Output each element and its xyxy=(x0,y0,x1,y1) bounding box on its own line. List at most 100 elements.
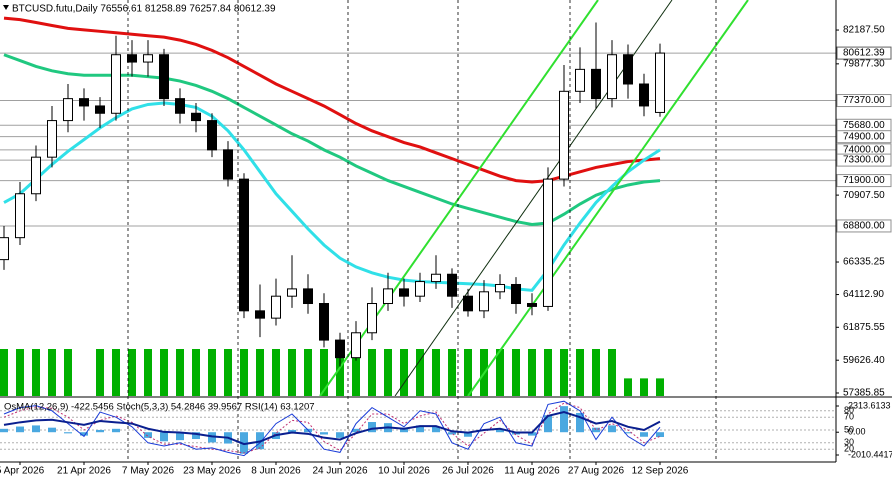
level-label: 75680.00 xyxy=(843,120,885,131)
osma-bar xyxy=(448,432,456,435)
osma-bar xyxy=(64,432,72,434)
candle-body xyxy=(415,281,425,297)
x-tick-label: 10 Jul 2026 xyxy=(378,466,430,477)
y-tick-label: 79877.30 xyxy=(843,58,885,69)
osma-bar xyxy=(80,432,88,436)
volume-bar xyxy=(352,349,360,396)
osma-bar xyxy=(576,412,584,433)
level-label-box xyxy=(836,94,892,108)
osma-bar xyxy=(416,425,424,433)
candle-body xyxy=(463,295,473,312)
volume-bar xyxy=(560,349,568,396)
volume-bar xyxy=(336,349,344,396)
volume-bar xyxy=(608,349,616,396)
volume-bar xyxy=(640,378,648,396)
volume-bar xyxy=(368,349,376,396)
x-tick-label: 11 Aug 2026 xyxy=(504,466,560,477)
x-tick-label: 5 Apr 2026 xyxy=(0,466,45,477)
x-tick-label: 8 Jun 2026 xyxy=(251,466,301,477)
candle-body xyxy=(127,54,137,63)
osma-bar xyxy=(16,426,24,433)
volume-bar xyxy=(320,349,328,396)
candle-body xyxy=(559,90,569,180)
volume-bar xyxy=(592,349,600,396)
y-tick-label: 57385.85 xyxy=(843,388,885,399)
candle-body xyxy=(159,54,169,100)
x-tick-label: 27 Aug 2026 xyxy=(568,466,625,477)
candle-body xyxy=(143,54,153,63)
candle-body xyxy=(655,52,665,113)
stoch-main-line xyxy=(3,400,661,457)
osma-bar xyxy=(544,415,552,433)
volume-bar xyxy=(384,349,392,396)
candle-body xyxy=(47,120,57,158)
candle-body xyxy=(239,178,249,312)
candle-body xyxy=(0,237,9,261)
candle-body xyxy=(79,98,89,107)
volume-bar xyxy=(400,349,408,396)
osma-bar xyxy=(640,432,648,437)
level-label: 68800.00 xyxy=(843,221,885,232)
trend-line xyxy=(467,0,749,396)
volume-bar xyxy=(512,349,520,396)
candle-body xyxy=(543,178,553,307)
volume-bar xyxy=(272,349,280,396)
volume-bar xyxy=(256,349,264,396)
y-tick-label: 82187.50 xyxy=(843,25,885,36)
volume-bar xyxy=(224,349,232,396)
volume-bar xyxy=(576,349,584,396)
volume-bar xyxy=(0,349,8,396)
osma-tick-label: 0.00 xyxy=(848,427,866,437)
volume-bar xyxy=(192,349,200,396)
level-label: 74900.00 xyxy=(843,131,885,142)
volume-bar xyxy=(304,349,312,396)
candle-body xyxy=(447,273,457,297)
osma-bar xyxy=(48,427,56,433)
level-label-box xyxy=(836,153,892,167)
volume-bar xyxy=(144,349,152,396)
osma-bar xyxy=(32,425,40,433)
y-tick-label: 59626.40 xyxy=(843,355,885,366)
candle-body xyxy=(511,283,521,305)
osma-bar xyxy=(320,432,328,435)
candle-body xyxy=(287,288,297,297)
level-label: 73300.00 xyxy=(843,155,885,166)
candle-body xyxy=(431,273,441,283)
candle-body xyxy=(31,156,41,195)
osma-bar xyxy=(0,428,8,433)
candle-body xyxy=(607,54,617,100)
candle-body xyxy=(479,291,489,312)
osma-bar xyxy=(176,432,184,441)
chart-title: BTCUSD.futu,Daily 76556.61 81258.89 7625… xyxy=(12,4,276,15)
osma-bar xyxy=(192,432,200,440)
x-tick-label: 7 May 2026 xyxy=(122,466,175,477)
trend-line xyxy=(319,0,599,396)
osma-bar xyxy=(240,432,248,454)
candle-body xyxy=(383,288,393,305)
volume-bar xyxy=(240,349,248,396)
last-price-label: 80612.39 xyxy=(843,48,885,59)
y-tick-label: 66335.25 xyxy=(843,257,885,268)
volume-bar xyxy=(288,349,296,396)
y-tick-label: 61875.55 xyxy=(843,322,885,333)
volume-bar xyxy=(448,349,456,396)
x-tick-label: 21 Apr 2026 xyxy=(57,466,111,477)
x-tick-label: 23 May 2026 xyxy=(183,466,241,477)
candle-body xyxy=(303,288,313,305)
oscillator-tick-label: 30 xyxy=(844,437,854,447)
candle-body xyxy=(95,105,105,114)
osma-bar xyxy=(400,427,408,433)
x-tick-label: 12 Sep 2026 xyxy=(632,466,689,477)
volume-bar xyxy=(48,349,56,396)
level-label: 77370.00 xyxy=(843,95,885,106)
osma-bar xyxy=(368,422,376,433)
candle-body xyxy=(15,193,25,239)
rsi-line xyxy=(3,411,661,446)
indicator-label: OsMA(12,26,9) -422.5456 Stoch(5,3,3) 54.… xyxy=(4,402,315,413)
oscillator-tick-label: 50 xyxy=(844,424,854,434)
candle-body xyxy=(175,98,185,114)
volume-bar xyxy=(128,349,136,396)
candle-body xyxy=(495,283,505,293)
volume-bar xyxy=(176,349,184,396)
